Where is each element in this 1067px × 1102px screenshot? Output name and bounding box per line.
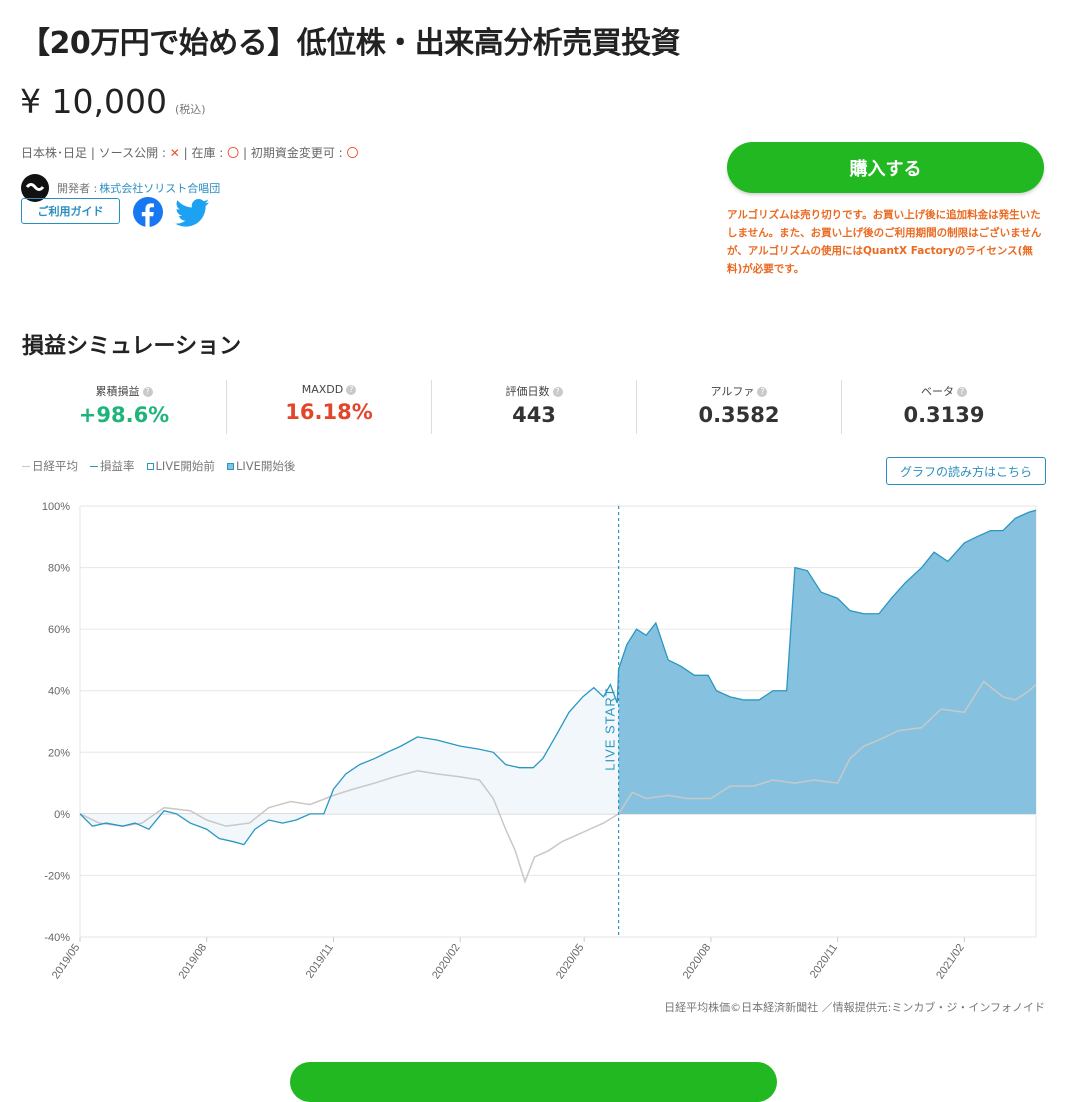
legend-box-icon xyxy=(146,462,154,470)
y-tick-label: -20% xyxy=(44,870,70,882)
help-icon[interactable]: ? xyxy=(957,387,967,397)
stat-eval-days: 評価日数? 443 xyxy=(432,380,637,434)
meta-stock: | 在庫 : xyxy=(179,146,228,160)
y-tick-label: 100% xyxy=(42,501,70,513)
capital-circle-icon: 〇 xyxy=(346,146,359,160)
facebook-icon[interactable] xyxy=(133,197,163,227)
meta-prefix: 日本株･日足 | ソース公開 : xyxy=(21,146,170,160)
x-tick-label: 2019/11 xyxy=(304,942,336,981)
help-icon[interactable]: ? xyxy=(552,387,563,397)
stat-maxdd: MAXDD? 16.18% xyxy=(227,380,432,434)
stat-label-text: MAXDD xyxy=(301,383,344,396)
y-tick-label: -40% xyxy=(44,932,70,944)
developer-avatar[interactable] xyxy=(21,174,49,202)
x-tick-label: 2020/08 xyxy=(681,942,714,981)
legend-label: LIVE開始後 xyxy=(235,459,296,473)
stat-label: MAXDD? xyxy=(227,383,431,396)
price-tax-label: (税込) xyxy=(174,103,206,116)
stat-alpha: アルファ? 0.3582 xyxy=(637,380,842,434)
x-tick-label: 2019/08 xyxy=(177,942,210,981)
x-tick-label: 2020/05 xyxy=(554,942,587,981)
stat-label: 累積損益? xyxy=(22,383,226,399)
stat-label: 評価日数? xyxy=(432,383,636,399)
stat-label: アルファ? xyxy=(637,383,841,399)
nikkei-line xyxy=(79,680,1037,884)
stat-label-text: アルファ xyxy=(710,385,755,398)
buy-button[interactable]: 購入する xyxy=(727,142,1044,193)
legend-line-icon xyxy=(90,465,98,467)
pnl-chart: 100% 80% 60% 40% 20% 0% -20% -40%2019/05 2019/08… xyxy=(42,501,1037,981)
y-tick-label: 40% xyxy=(48,686,70,698)
data-credit: 日経平均株価©日本経済新聞社 ／情報提供元:ミンカブ・ジ・インフォノイド xyxy=(664,1001,1045,1014)
developer-label: 開発者 : xyxy=(57,182,98,195)
legend-label: LIVE開始前 xyxy=(155,459,215,473)
product-title: 【20万円で始める】低位株・出来高分析売買投資 xyxy=(20,26,681,61)
legend-line-icon xyxy=(22,465,30,467)
y-tick-label: 80% xyxy=(48,563,70,575)
x-tick-label: 2021/02 xyxy=(934,942,967,981)
legend-box-icon xyxy=(226,462,234,470)
help-icon[interactable]: ? xyxy=(346,385,357,395)
stat-label: ベータ? xyxy=(842,383,1046,399)
legend-label: 損益率 xyxy=(100,459,135,473)
legend-pnl: 損益率 xyxy=(90,458,135,474)
stats-row: 累積損益? +98.6% MAXDD? 16.18% 評価日数? 443 アルフ… xyxy=(22,380,1046,434)
legend-pre-live: LIVE開始前 xyxy=(146,458,215,474)
post-live-area xyxy=(618,510,1036,814)
simulation-title: 損益シミュレーション xyxy=(22,334,242,359)
developer-row: 開発者 : 株式会社ソリスト合唱団 xyxy=(21,174,220,202)
y-tick-label: 60% xyxy=(48,624,70,636)
legend-label: 日経平均 xyxy=(32,459,78,473)
stat-label-text: 評価日数 xyxy=(505,385,550,398)
x-tick-label: 2020/11 xyxy=(808,942,840,981)
legend-post-live: LIVE開始後 xyxy=(226,458,296,474)
pre-live-area xyxy=(80,669,619,845)
guide-button[interactable]: ご利用ガイド xyxy=(21,198,120,224)
stat-cumulative: 累積損益? +98.6% xyxy=(22,380,227,434)
meta-capital: | 初期資金変更可 : xyxy=(239,146,347,160)
stat-value: 0.3582 xyxy=(698,403,780,427)
bottom-buy-button[interactable] xyxy=(290,1062,777,1102)
legend-nikkei: 日経平均 xyxy=(22,458,78,474)
pnl-line xyxy=(79,509,1037,846)
y-tick-label: 20% xyxy=(48,747,70,759)
price-value: ¥ 10,000 xyxy=(20,82,167,121)
twitter-icon[interactable] xyxy=(175,198,209,228)
y-tick-label: 0% xyxy=(54,809,70,821)
price: ¥ 10,000 (税込) xyxy=(20,82,206,121)
stock-circle-icon: 〇 xyxy=(227,146,240,160)
x-tick-label: 2020/02 xyxy=(430,942,463,981)
live-start-label: LIVE START xyxy=(603,688,618,771)
chart-legend: 日経平均 損益率 LIVE開始前 LIVE開始後 xyxy=(22,458,295,474)
purchase-notice: アルゴリズムは売り切りです。お買い上げ後に追加料金は発生いたしません。また、お買… xyxy=(727,209,1042,275)
help-icon[interactable]: ? xyxy=(757,387,768,397)
stat-value: 16.18% xyxy=(285,400,373,424)
help-icon[interactable]: ? xyxy=(142,387,153,397)
chart-howto-button[interactable]: グラフの読み方はこちら xyxy=(886,457,1046,485)
avatar-logo-icon xyxy=(25,183,45,191)
x-tick-label: 2019/05 xyxy=(50,942,83,981)
stat-value: +98.6% xyxy=(78,403,170,427)
source-public-x-icon: ✕ xyxy=(169,146,180,160)
developer-link[interactable]: 株式会社ソリスト合唱団 xyxy=(99,182,221,195)
stat-value: 0.3139 xyxy=(903,403,985,427)
product-meta: 日本株･日足 | ソース公開 : ✕ | 在庫 : 〇 | 初期資金変更可 : … xyxy=(21,144,359,161)
stat-value: 443 xyxy=(512,403,556,427)
stat-label-text: ベータ xyxy=(921,385,954,398)
stat-label-text: 累積損益 xyxy=(95,385,140,398)
stat-beta: ベータ? 0.3139 xyxy=(842,380,1046,434)
